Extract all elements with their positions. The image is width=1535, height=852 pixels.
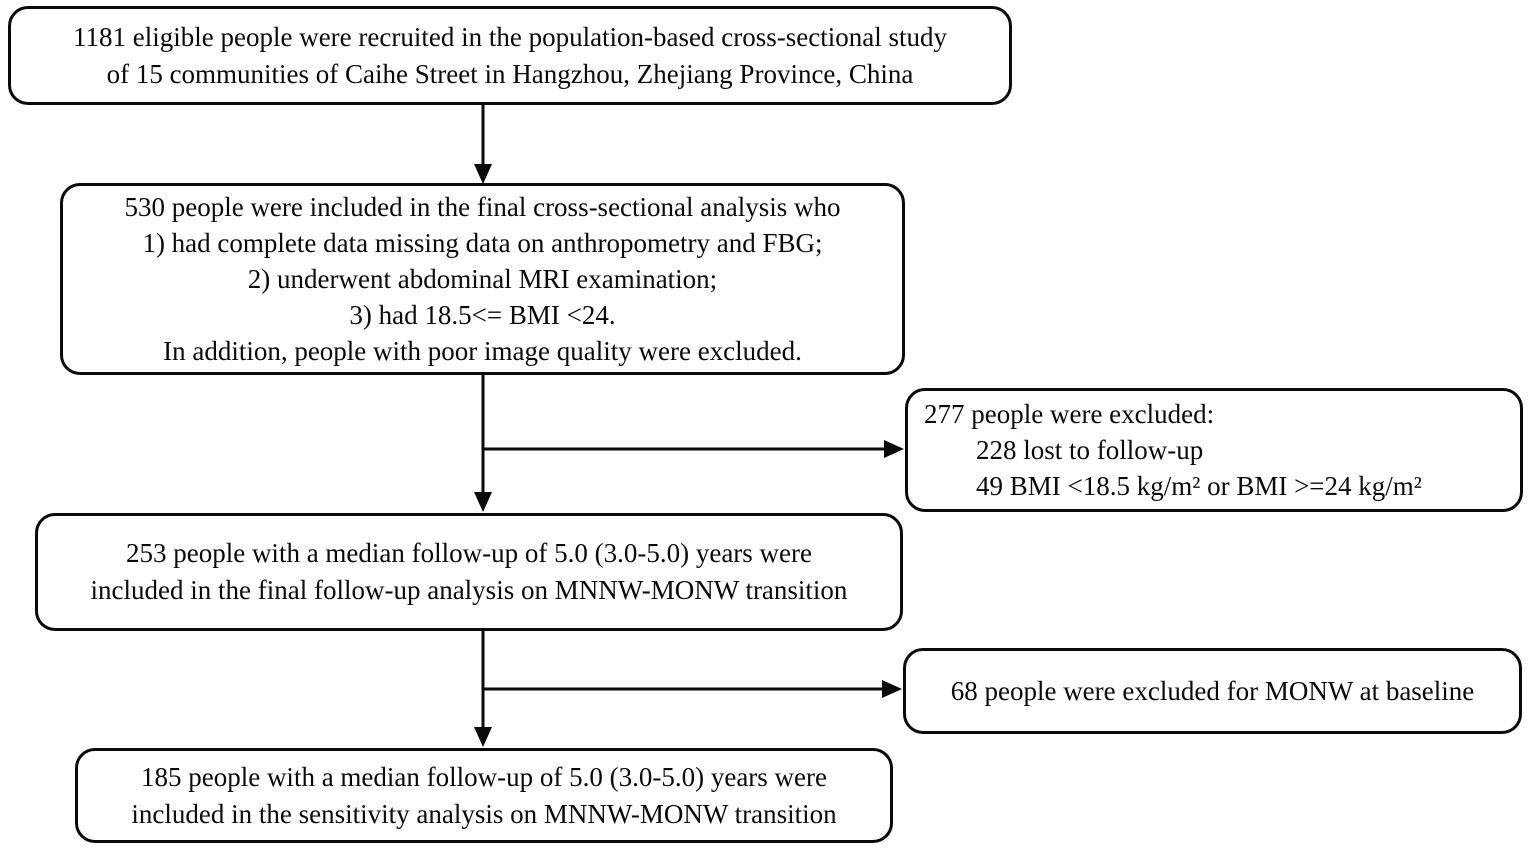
box-cross-sectional-line-5: In addition, people with poor image qual… [163, 336, 802, 366]
box-recruited-line-1: 1181 eligible people were recruited in t… [73, 21, 947, 52]
arrowhead-down-into-followup [474, 492, 492, 512]
box-excluded-277: 277 people were excluded: 228 lost to fo… [905, 388, 1523, 512]
arrowhead-down-into-sensitivity [474, 727, 492, 747]
arrowhead-right-into-excluded68 [882, 680, 902, 698]
box-sensitivity-185-line-1: 185 people with a median follow-up of 5.… [140, 761, 828, 792]
box-cross-sectional-line-1: 530 people were included in the final cr… [124, 192, 841, 222]
arrowhead-right-into-excluded277 [884, 440, 904, 458]
box-sensitivity-185: 185 people with a median follow-up of 5.… [75, 748, 893, 843]
box-excluded-68: 68 people were excluded for MONW at base… [903, 648, 1522, 734]
box-cross-sectional-line-3: 2) underwent abdominal MRI examination; [247, 264, 718, 294]
box-excluded-68-line-1: 68 people were excluded for MONW at base… [950, 675, 1475, 706]
box-followup-253-line-2: included in the final follow-up analysis… [90, 575, 848, 605]
box-cross-sectional-line-4: 3) had 18.5<= BMI <24. [349, 300, 616, 330]
box-sensitivity-185-line-2: included in the sensitivity analysis on … [131, 798, 837, 829]
box-recruited-line-2: of 15 communities of Caihe Street in Han… [106, 58, 914, 89]
box-excluded-277-line-1: 277 people were excluded: [924, 399, 1215, 429]
box-followup-253-line-1: 253 people with a median follow-up of 5.… [125, 538, 813, 568]
box-excluded-277-line-3: 49 BMI <18.5 kg/m² or BMI >=24 kg/m² [976, 471, 1422, 501]
box-excluded-277-line-2: 228 lost to follow-up [976, 435, 1204, 465]
arrowhead-down-into-crosssectional [474, 164, 492, 184]
box-cross-sectional-analysis: 530 people were included in the final cr… [60, 183, 905, 375]
box-cross-sectional-line-2: 1) had complete data missing data on ant… [142, 228, 823, 258]
box-followup-253: 253 people with a median follow-up of 5.… [35, 513, 903, 631]
box-recruited: 1181 eligible people were recruited in t… [8, 6, 1012, 105]
